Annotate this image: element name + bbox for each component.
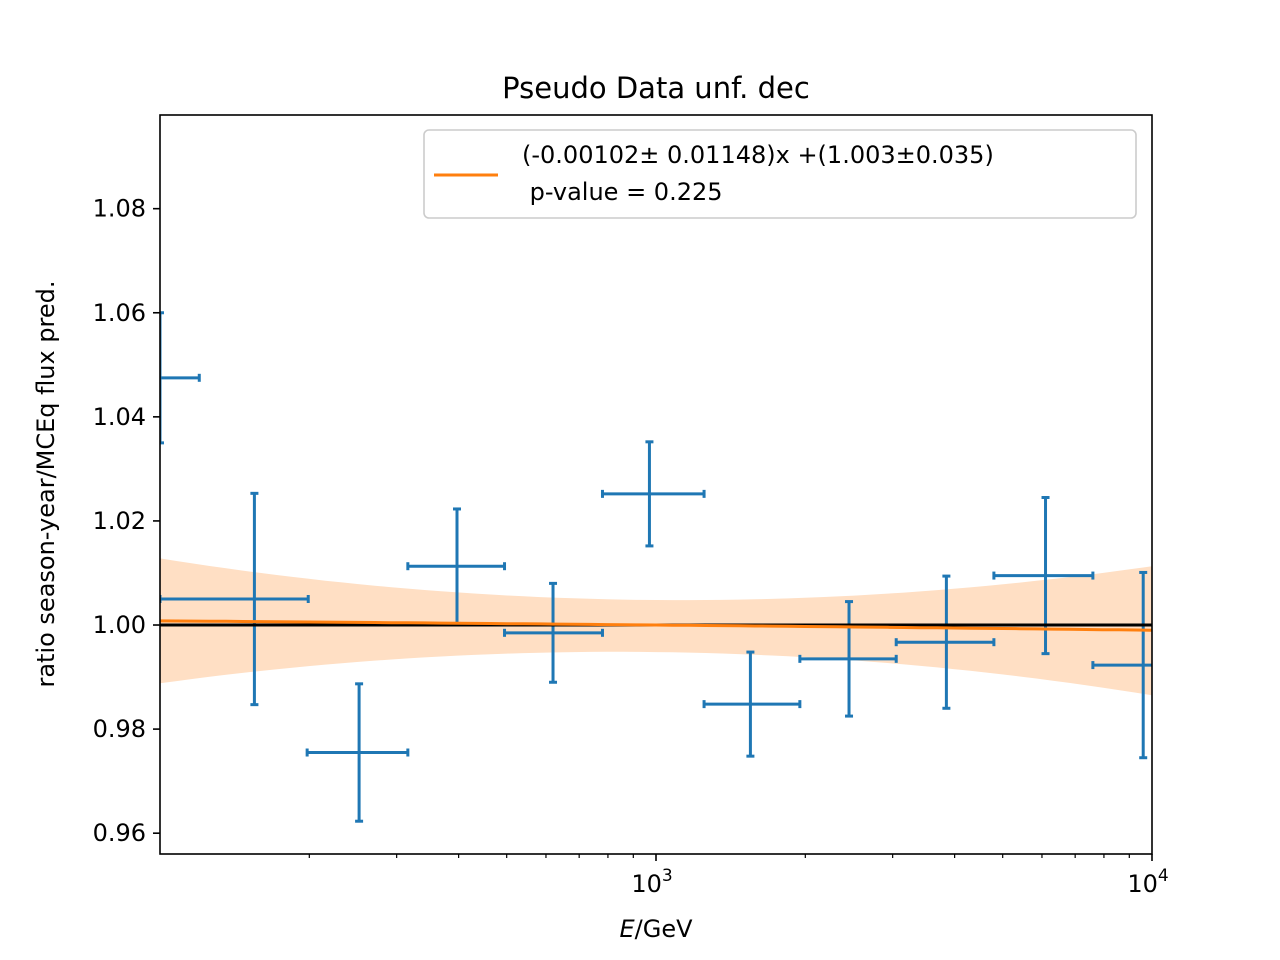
legend-label-line1: (-0.00102± 0.01148)x +(1.003±0.035) (522, 141, 994, 169)
data-point-3 (305, 682, 410, 823)
y-tick-label: 1.02 (93, 507, 146, 535)
legend-label-line2: p-value = 0.225 (522, 178, 723, 206)
legend-box (423, 129, 1137, 219)
plot-area (160, 311, 1152, 823)
data-point-6 (600, 440, 706, 548)
y-tick-label: 1.08 (93, 195, 146, 223)
y-tick-label: 0.96 (93, 819, 146, 847)
data-point-7 (702, 650, 802, 758)
data-point-1 (160, 311, 201, 445)
x-axis: 103 104 (308, 854, 1169, 898)
data-point-2 (160, 491, 310, 707)
x-axis-label: E/GeV (619, 915, 693, 943)
y-tick-label: 1.00 (93, 611, 146, 639)
y-tick-label: 1.06 (93, 299, 146, 327)
data-point-5 (503, 581, 604, 684)
fit-confidence-band (160, 558, 1152, 696)
legend: (-0.00102± 0.01148)x +(1.003±0.035) p-va… (423, 129, 1137, 219)
data-point-9 (894, 574, 996, 710)
x-tick-label: 104 (1127, 866, 1168, 898)
y-tick-label: 0.98 (93, 715, 146, 743)
x-tick-label: 103 (631, 866, 672, 898)
y-axis: 0.96 0.98 1.00 1.02 1.04 1.06 1.08 (93, 195, 160, 847)
data-point-11 (1091, 570, 1152, 760)
fit-line (160, 619, 1152, 632)
y-axis-label: ratio season-year/MCEq flux pred. (32, 280, 60, 687)
chart-title: Pseudo Data unf. dec (502, 71, 810, 105)
y-tick-label: 1.04 (93, 403, 146, 431)
data-point-8 (798, 600, 898, 718)
